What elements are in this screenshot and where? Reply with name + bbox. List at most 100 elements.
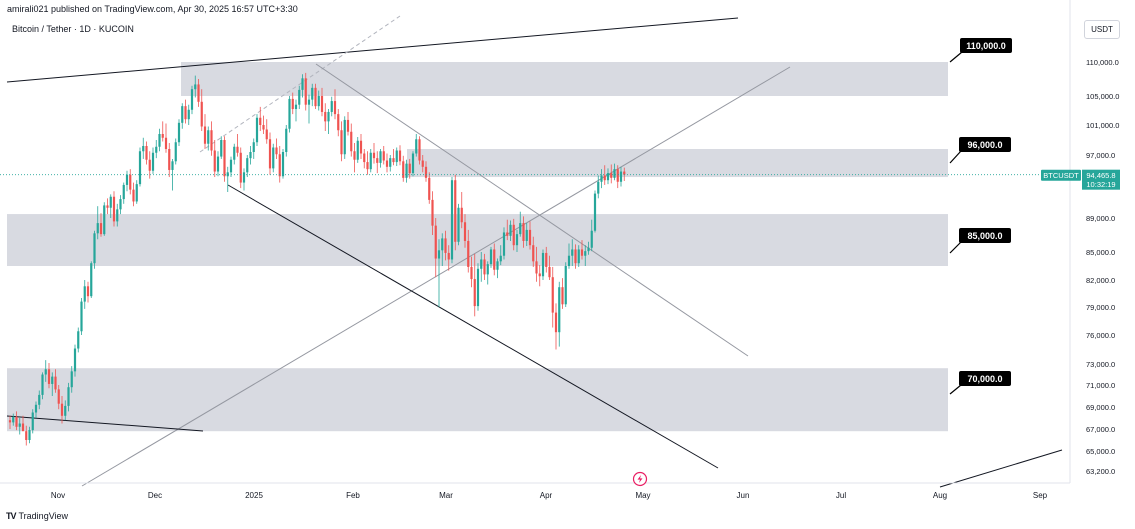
candle xyxy=(597,175,600,199)
candle-body xyxy=(535,261,538,274)
candle xyxy=(99,213,103,237)
candle xyxy=(304,72,307,111)
candle xyxy=(213,140,216,178)
candle-body xyxy=(268,139,272,169)
zone-label-box xyxy=(959,371,1011,386)
candle xyxy=(317,90,320,111)
candle xyxy=(51,372,54,396)
candle xyxy=(168,143,171,178)
candle xyxy=(593,190,597,233)
candle-body xyxy=(486,264,489,275)
candle-body xyxy=(122,184,125,200)
candle xyxy=(223,136,226,182)
candle-body xyxy=(437,250,441,259)
candle-body xyxy=(411,153,415,174)
time-axis-label: Feb xyxy=(346,491,360,500)
lightning-icon[interactable] xyxy=(632,471,648,487)
candle xyxy=(590,219,593,252)
candle-body xyxy=(548,266,551,278)
candle-body xyxy=(25,431,28,440)
price-axis-label: 101,000.0 xyxy=(1086,121,1119,130)
candle-body xyxy=(554,312,558,333)
time-axis-label: Jul xyxy=(836,491,846,500)
candle xyxy=(454,174,457,251)
descending-upper-line xyxy=(315,63,749,357)
candle-body xyxy=(15,416,18,427)
candle xyxy=(194,75,197,98)
candle-body xyxy=(132,189,135,202)
candle xyxy=(155,140,158,159)
candle xyxy=(226,166,229,193)
candle xyxy=(197,79,200,107)
candle-body xyxy=(418,139,421,161)
candle xyxy=(473,253,476,317)
candle-body xyxy=(90,263,93,297)
candle-body xyxy=(337,114,340,131)
candle-body xyxy=(226,172,229,177)
price-axis-label: 73,000.0 xyxy=(1086,360,1115,369)
descending-lower-line xyxy=(227,184,719,469)
price-axis[interactable]: 110,000.0 105,000.0 101,000.0 97,000.0 89,00… xyxy=(1086,58,1119,476)
candle-body xyxy=(291,98,294,110)
candle xyxy=(411,151,415,177)
candle-body xyxy=(51,376,54,384)
candle-body xyxy=(385,160,389,167)
candle xyxy=(444,230,447,261)
candle xyxy=(265,119,268,144)
candle-body xyxy=(561,287,564,305)
candle xyxy=(402,155,405,182)
candle xyxy=(567,243,571,269)
candle xyxy=(288,96,291,133)
zone-label-pointer xyxy=(949,150,962,164)
candle xyxy=(616,165,619,189)
candle xyxy=(18,418,21,435)
candle xyxy=(545,246,548,273)
candle xyxy=(369,149,372,173)
price-axis-label: 89,000.0 xyxy=(1086,214,1115,223)
candle-body xyxy=(38,394,41,405)
candle-body xyxy=(314,87,317,107)
time-axis[interactable]: Nov Dec 2025 Feb Mar Apr May Jun Jul Aug Sep xyxy=(51,491,1048,500)
zone-label: 70,000.0 xyxy=(949,371,1011,395)
candle xyxy=(333,89,337,120)
dashed-trendline xyxy=(199,15,401,153)
candle xyxy=(233,143,236,165)
candle-body xyxy=(350,131,353,152)
candle xyxy=(320,87,324,117)
zones-layer xyxy=(7,62,948,432)
candle-body xyxy=(434,225,437,259)
candle-body xyxy=(155,146,158,153)
candle-body xyxy=(96,223,99,234)
candle xyxy=(21,415,25,432)
candle xyxy=(515,229,519,252)
footer-brand[interactable]: TV TradingView xyxy=(6,511,68,521)
candle xyxy=(584,245,587,266)
candle xyxy=(122,182,125,204)
candle-body xyxy=(301,78,304,90)
candle-body xyxy=(616,169,619,182)
candle xyxy=(54,369,57,393)
candle-body xyxy=(21,423,25,432)
time-axis-label: May xyxy=(635,491,650,500)
candle xyxy=(77,327,80,353)
currency-button[interactable]: USDT xyxy=(1084,20,1120,39)
candle-body xyxy=(519,223,522,235)
candle-body xyxy=(187,109,190,120)
symbol-legend[interactable]: Bitcoin / Tether · 1D · KUCOIN xyxy=(12,24,134,34)
candle xyxy=(252,138,255,159)
candle-body xyxy=(450,180,454,260)
candle xyxy=(385,153,389,173)
candle-body xyxy=(171,161,174,170)
candle xyxy=(103,202,106,236)
candle-body xyxy=(298,89,301,105)
candle xyxy=(587,241,590,255)
candle xyxy=(405,159,408,183)
zone-label: 85,000.0 xyxy=(949,228,1011,254)
candle-body xyxy=(558,287,561,333)
candle xyxy=(366,151,369,175)
candle-body xyxy=(249,152,252,159)
candle xyxy=(434,218,437,278)
candle-body xyxy=(551,277,554,313)
candle xyxy=(372,143,376,164)
